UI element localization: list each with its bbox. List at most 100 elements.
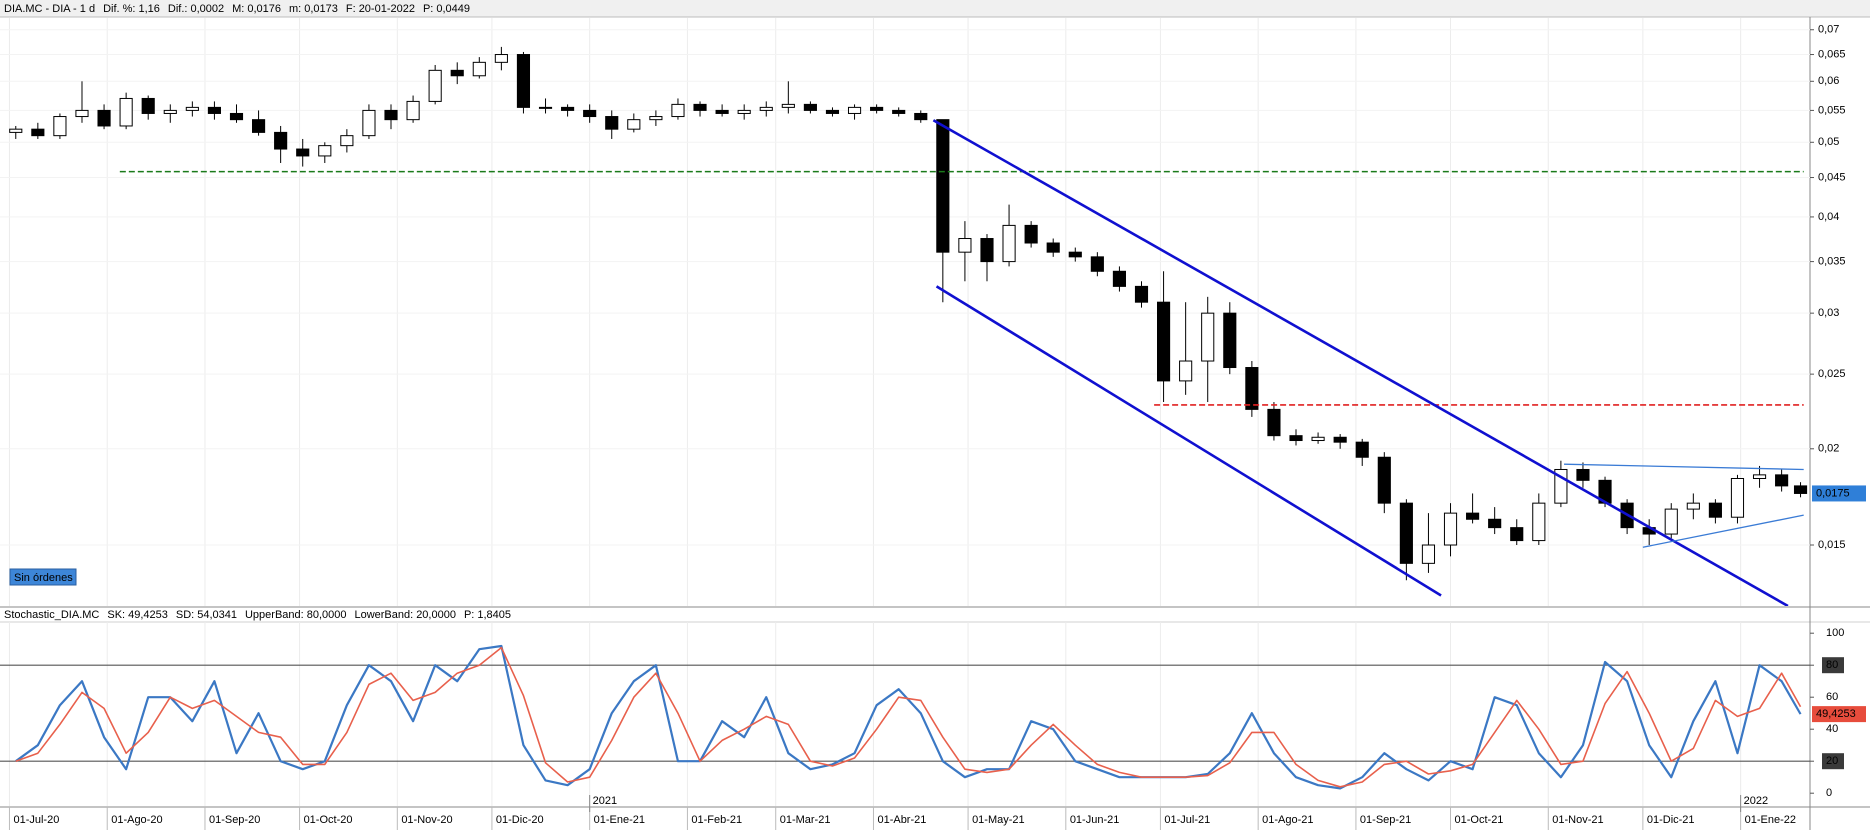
candle-body (914, 112, 928, 121)
candle-body (472, 61, 486, 77)
y-tick-label: 0 (1826, 787, 1832, 799)
candle-body (185, 106, 199, 111)
header-value: 0,0176 (247, 3, 281, 15)
candle-body (1510, 527, 1524, 542)
candle-body (781, 103, 795, 108)
candle-body (1793, 485, 1808, 494)
candle-body (605, 116, 619, 130)
candle-body (97, 109, 111, 127)
y-tick-label: 0,055 (1818, 104, 1846, 116)
stoch-line (15, 646, 1802, 788)
header-value: 0,0449 (436, 3, 470, 15)
candle-body (1311, 436, 1325, 442)
candle-body (1179, 360, 1193, 382)
candle-body (428, 69, 442, 102)
candle-body (1355, 441, 1369, 458)
candle-body (1532, 502, 1546, 542)
header-label: SK: (107, 609, 125, 621)
drawn-line (1564, 463, 1804, 471)
candle-body (53, 116, 67, 137)
y-tick-label: 0,07 (1818, 24, 1839, 36)
candle-body (583, 109, 597, 118)
band-box-label: 20 (1826, 755, 1838, 767)
candle-body (715, 109, 729, 114)
candle-body (163, 109, 177, 114)
candle-body (406, 100, 420, 121)
header-label: F: (346, 3, 356, 15)
candle-body (1134, 285, 1149, 303)
header-value: 54,0341 (197, 609, 237, 621)
y-tick-label: 0,015 (1818, 539, 1846, 551)
candle-body (340, 135, 354, 147)
orders-button-label[interactable]: Sin órdenes (14, 572, 73, 584)
candle-body (274, 131, 288, 150)
candle-body (450, 69, 464, 77)
candle-body (362, 109, 376, 137)
candle-body (1708, 502, 1722, 518)
x-tick-label: 01-Feb-21 (691, 814, 742, 826)
candle-body (141, 97, 155, 114)
y-tick-label: 0,04 (1818, 211, 1839, 223)
header-symbol: DIA.MC - DIA - 1 d (4, 3, 95, 15)
candle-body (75, 109, 89, 118)
drawn-line (932, 119, 1789, 606)
year-marker-label: 2022 (1744, 795, 1768, 807)
orders-button[interactable] (9, 568, 77, 586)
candle-body (31, 128, 45, 137)
y-tick-label: 40 (1826, 723, 1838, 735)
candle-body (1289, 435, 1303, 442)
candle-body (318, 145, 332, 157)
drawn-line (935, 285, 1442, 597)
last-value-box (1812, 706, 1866, 723)
candle-body (892, 109, 906, 114)
y-tick-label: 0,03 (1818, 307, 1839, 319)
header-label: Dif. %: (103, 3, 135, 15)
x-tick-label: 01-Jun-21 (1070, 814, 1120, 826)
header-label: M: (232, 3, 244, 15)
header-value: 20-01-2022 (359, 3, 415, 15)
x-tick-label: 01-Sep-21 (1360, 814, 1411, 826)
header-label: SD: (176, 609, 194, 621)
candle-body (1002, 224, 1016, 263)
header-value: 0,0002 (190, 3, 224, 15)
x-tick-label: 01-Ene-22 (1745, 814, 1796, 826)
candle-body (649, 116, 663, 121)
y-tick-label: 100 (1826, 627, 1844, 639)
candle-body (9, 128, 23, 133)
year-marker-label: 2021 (593, 795, 617, 807)
candle-body (936, 119, 950, 253)
candle-body (1443, 512, 1458, 546)
candle-body (870, 106, 884, 111)
candle-body (119, 97, 133, 127)
candle-body (980, 238, 994, 263)
candle-body (1421, 544, 1436, 564)
candle-body (1775, 474, 1789, 487)
band-box (1822, 657, 1844, 674)
header-value: 49,4253 (128, 609, 168, 621)
candle-body (1157, 301, 1171, 382)
candle-body (1024, 224, 1038, 244)
header-value: 0,0173 (304, 3, 338, 15)
candle-body (516, 54, 531, 108)
candle-body (1333, 436, 1347, 443)
header-value: 20,0000 (416, 609, 456, 621)
candle-body (825, 109, 840, 114)
candle-body (1267, 408, 1281, 437)
candle-body (494, 54, 508, 63)
candle-body (1112, 270, 1126, 287)
candle-body (207, 106, 221, 114)
candle-body (1664, 508, 1678, 535)
x-tick-label: 01-Dic-20 (496, 814, 544, 826)
header-label: P: (464, 609, 474, 621)
header-value: 80,0000 (307, 609, 347, 621)
axes: 01-Jul-20 01-Ago-20 01-Sep-20 01-Oct-20 01-N… (8, 24, 1866, 830)
last-value-label: 49,4253 (1816, 708, 1856, 720)
stoch-plot (0, 622, 1810, 806)
candle-body (252, 119, 266, 133)
candle-body (627, 119, 641, 130)
candle-body (737, 109, 751, 114)
last-price-label: 0,0175 (1816, 487, 1850, 499)
band-box-label: 80 (1826, 659, 1838, 671)
